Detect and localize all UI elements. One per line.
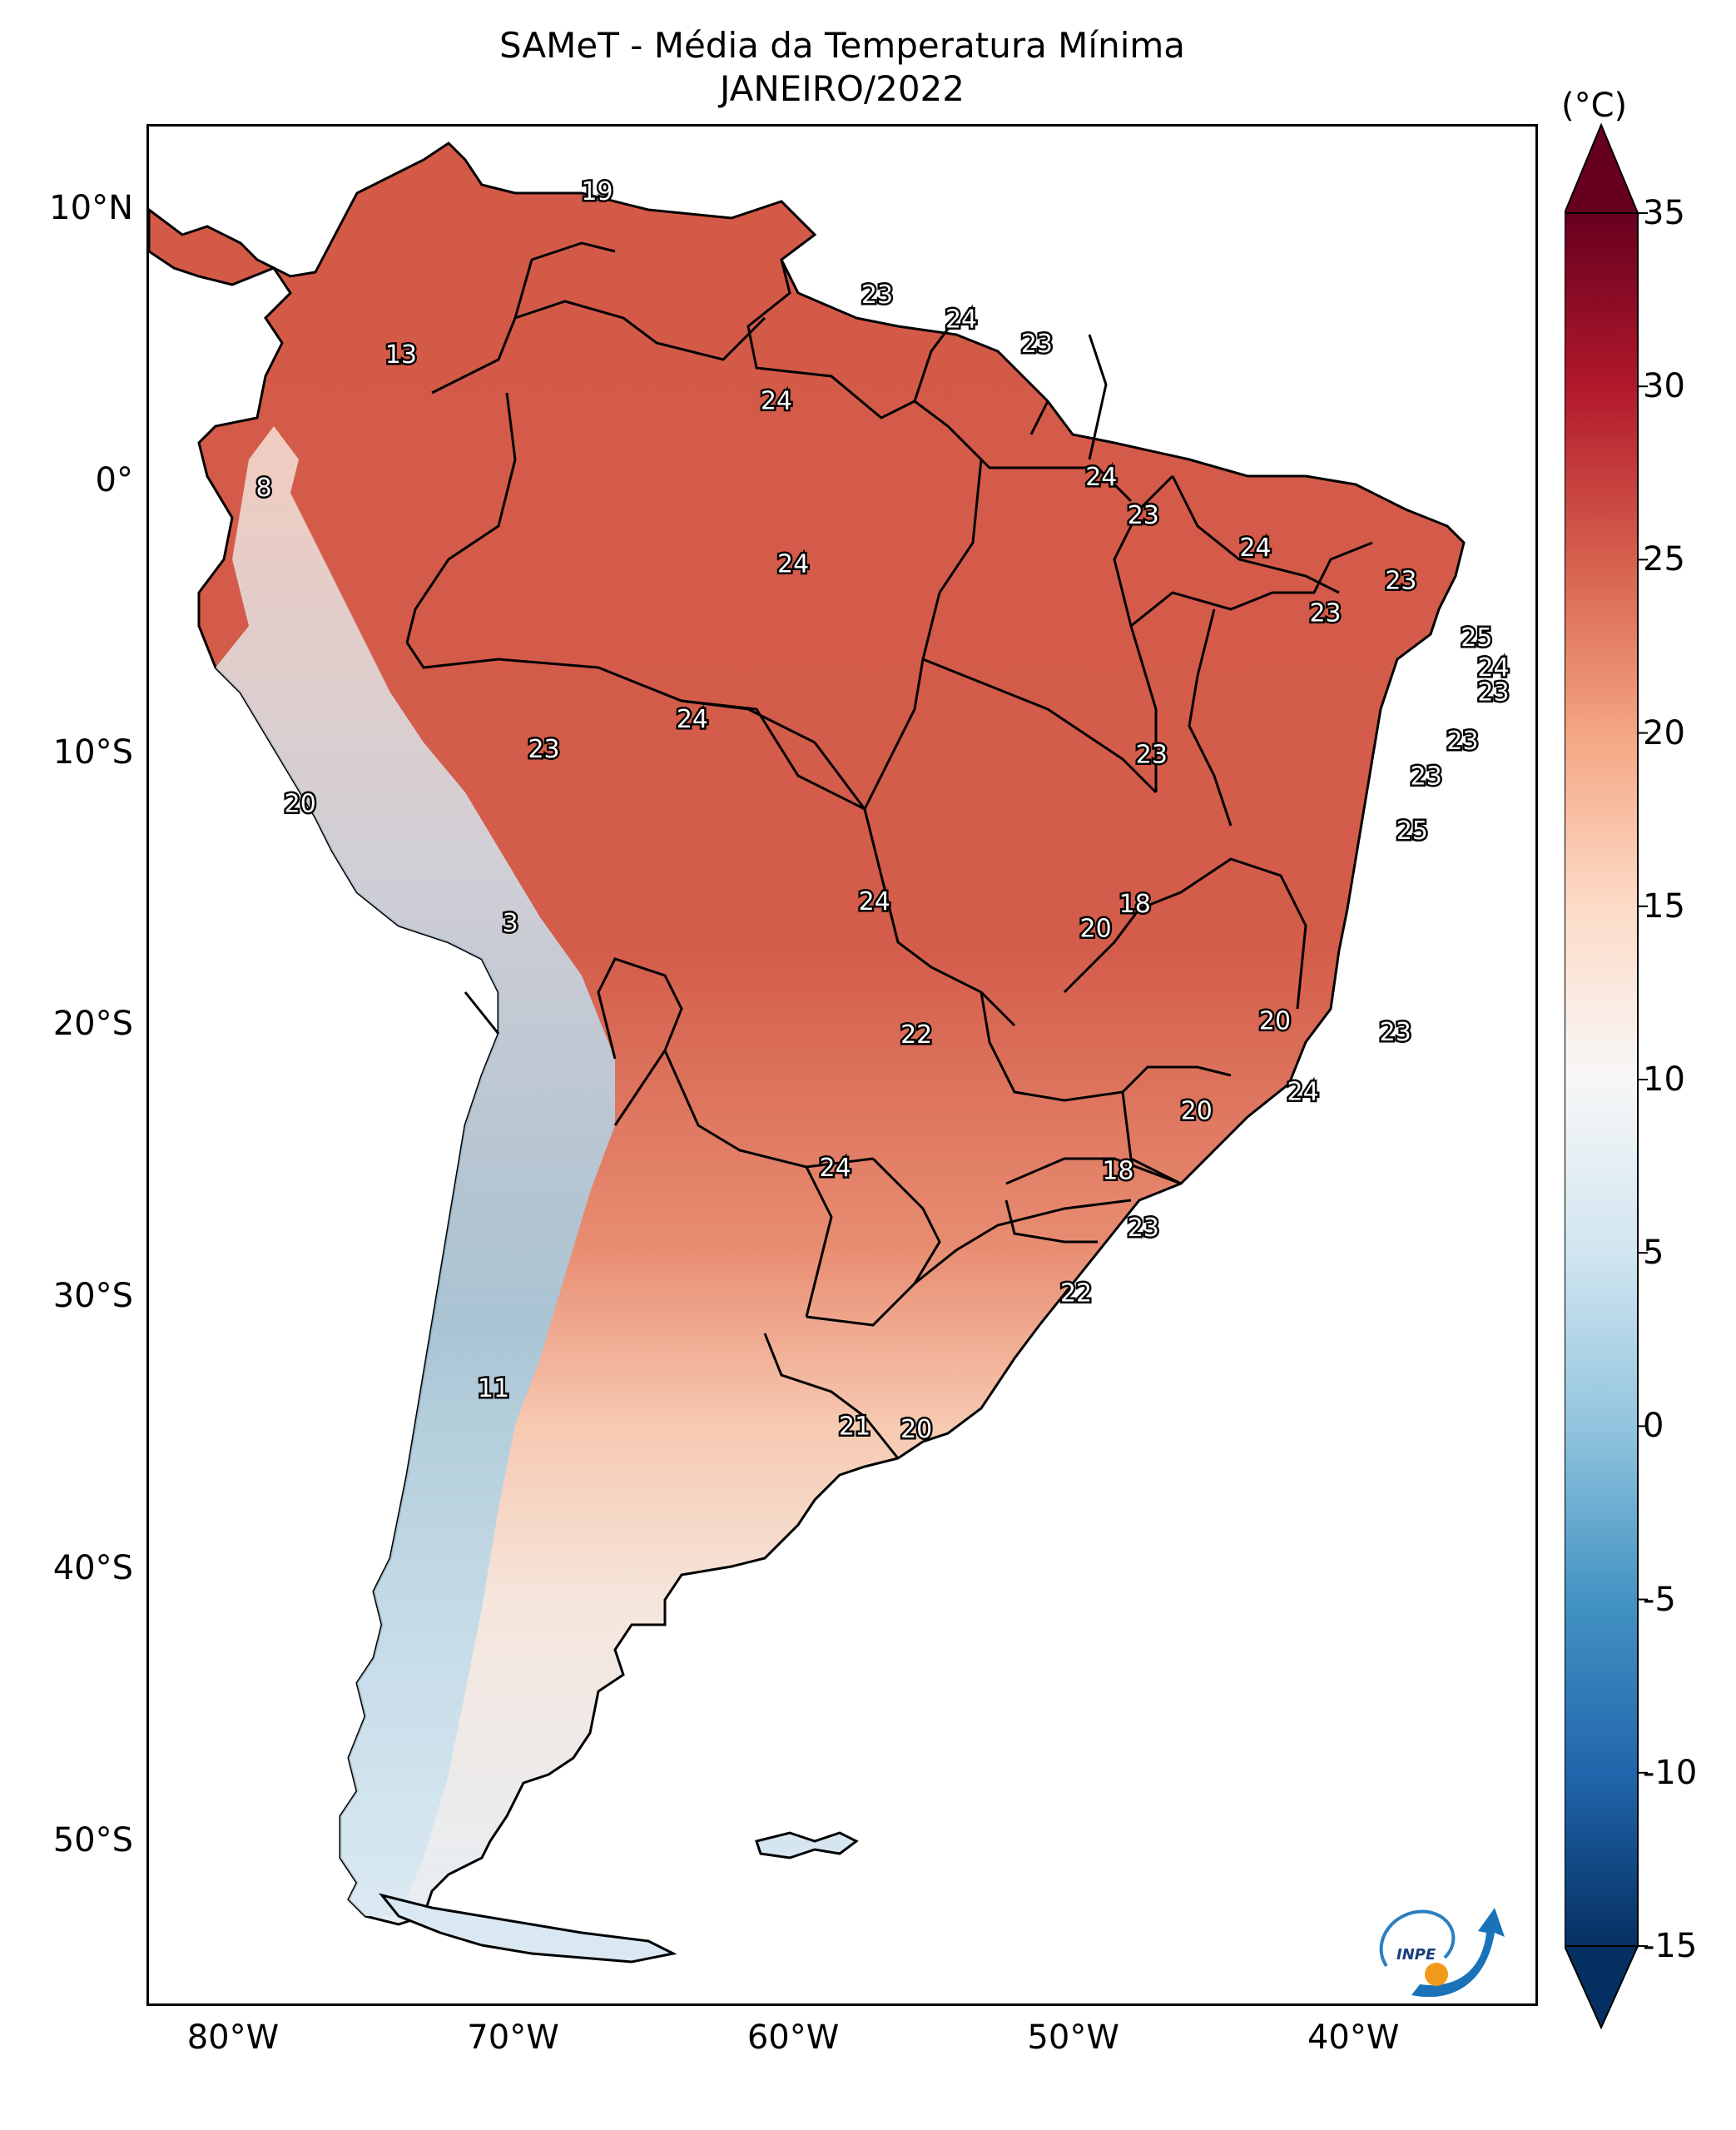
temperature-label: 23 (1021, 330, 1053, 359)
colorbar-tick-label: -10 (1643, 1753, 1698, 1792)
temperature-label: 24 (761, 387, 792, 416)
colorbar-ramp (1565, 212, 1639, 1947)
temperature-label: 24 (859, 887, 890, 916)
temperature-label: 18 (1102, 1156, 1133, 1185)
colorbar-tick-label: 30 (1643, 367, 1685, 406)
temperature-label: 24 (1239, 534, 1271, 563)
temperature-label: 23 (1411, 762, 1442, 792)
temperature-label: 20 (900, 1415, 932, 1444)
temperature-label: 24 (777, 550, 809, 579)
map-panel: 19 13 23 24 23 24 8 24 23 24 24 23 23 25 24 23 24 23 23 23 2… (146, 124, 1538, 2006)
temperature-label: 24 (945, 305, 977, 335)
temperature-label: 11 (478, 1374, 509, 1403)
colorbar (1565, 123, 1648, 2029)
temperature-label: 21 (839, 1413, 870, 1442)
temperature-label: 19 (581, 177, 613, 206)
colorbar-tick-label: 10 (1643, 1060, 1685, 1099)
colorbar-tick-label: 20 (1643, 713, 1685, 752)
temperature-label: 20 (1079, 915, 1111, 944)
colorbar-tick-label: -5 (1643, 1580, 1676, 1619)
longitude-tick-label: 70°W (467, 2018, 559, 2057)
temperature-label: 8 (255, 474, 271, 503)
colorbar-min-extend (1565, 1945, 1639, 2029)
colorbar-tick-label: 15 (1643, 886, 1685, 926)
colorbar-tick-label: -15 (1643, 1927, 1698, 1965)
temperature-label: 24 (1085, 463, 1117, 492)
temperature-label: 25 (1396, 817, 1428, 846)
temperature-label: 20 (1181, 1097, 1213, 1126)
temperature-label: 23 (1128, 1214, 1159, 1243)
longitude-tick-label: 40°W (1307, 2018, 1400, 2057)
inpe-logo-icon: INPE (1379, 1908, 1505, 1998)
longitude-tick-label: 60°W (746, 2018, 840, 2057)
temperature-label: 23 (1128, 501, 1159, 530)
temperature-label: 24 (1287, 1078, 1319, 1107)
temperature-label: 23 (1385, 566, 1416, 595)
temperature-label: 23 (528, 735, 559, 764)
temperature-label: 23 (1446, 727, 1478, 756)
temperature-label: 20 (1259, 1007, 1291, 1036)
temperature-label: 3 (503, 909, 518, 938)
latitude-tick-label: 10°N (49, 189, 133, 228)
temperature-label: 20 (285, 789, 316, 818)
tierra-del-fuego (379, 1893, 677, 1964)
latitude-tick-label: 10°S (52, 732, 133, 772)
temperature-label: 24 (819, 1154, 851, 1183)
latitude-tick-label: 0° (95, 460, 133, 499)
falkland-islands (755, 1831, 859, 1859)
temperature-label: 13 (385, 340, 417, 370)
temperature-label: 22 (1060, 1279, 1092, 1308)
temperature-label: 23 (1380, 1018, 1411, 1047)
andes-cold-region (216, 426, 615, 1916)
temperature-label: 23 (1136, 740, 1168, 769)
country-state-borders (405, 241, 1373, 1459)
temperature-label: 23 (861, 281, 893, 310)
latitude-tick-label: 20°S (52, 1005, 133, 1044)
temperature-label: 23 (1477, 678, 1509, 707)
colorbar-tick-marks (1638, 212, 1648, 1947)
latitude-tick-label: 30°S (52, 1277, 133, 1316)
colorbar-tick-label: 5 (1643, 1234, 1664, 1273)
temperature-label: 22 (900, 1020, 932, 1050)
map-title: SAMeT - Média da Temperatura Mínima (498, 25, 1186, 66)
latitude-tick-label: 40°S (52, 1549, 133, 1588)
colorbar-tick-label: 25 (1643, 540, 1685, 579)
temperature-label: 18 (1119, 890, 1151, 919)
longitude-tick-label: 50°W (1027, 2018, 1119, 2057)
colorbar-unit: (°C) (1561, 87, 1628, 125)
latitude-tick-label: 50°S (52, 1820, 133, 1859)
temperature-label: 24 (677, 705, 708, 734)
colorbar-tick-label: 0 (1643, 1407, 1664, 1446)
map-subtitle: JANEIRO/2022 (720, 68, 965, 109)
colorbar-tick-label: 35 (1643, 194, 1685, 232)
colorbar-max-extend (1565, 123, 1639, 214)
temperature-label: 23 (1309, 598, 1341, 628)
temperature-label: 25 (1461, 623, 1492, 653)
temperature-label: 24 (1477, 653, 1509, 683)
longitude-tick-label: 80°W (186, 2018, 280, 2057)
logo-text: INPE (1396, 1946, 1436, 1964)
